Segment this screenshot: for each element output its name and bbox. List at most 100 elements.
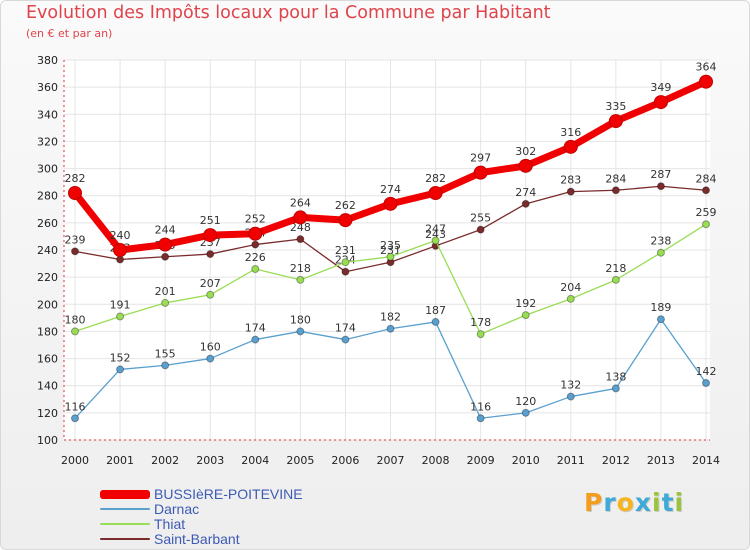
data-label-darnac: 174 <box>245 322 266 335</box>
data-label-bussi-re-poitevine: 244 <box>155 224 176 237</box>
data-point-saint-barbant <box>476 225 485 234</box>
y-tick-label: 180 <box>37 325 58 338</box>
legend-swatch <box>100 523 150 525</box>
data-point-saint-barbant <box>566 187 575 196</box>
data-point-bussi-re-poitevine <box>428 186 443 200</box>
data-label-darnac: 189 <box>650 301 671 314</box>
data-label-bussi-re-poitevine: 264 <box>290 196 311 209</box>
data-point-darnac <box>296 327 305 336</box>
data-label-saint-barbant: 283 <box>560 174 581 187</box>
data-label-darnac: 116 <box>65 400 86 413</box>
data-point-darnac <box>116 365 125 374</box>
legend-item-bussi-re-poitevine: BUSSIèRE-POITEVINE <box>100 486 303 502</box>
data-point-bussi-re-poitevine <box>113 243 128 257</box>
data-label-saint-barbant: 287 <box>650 168 671 181</box>
data-label-bussi-re-poitevine: 364 <box>696 61 717 74</box>
data-label-darnac: 120 <box>515 395 536 408</box>
data-point-saint-barbant <box>702 186 710 195</box>
data-label-thiat: 238 <box>650 235 671 248</box>
data-label-thiat: 180 <box>65 313 86 326</box>
data-label-bussi-re-poitevine: 297 <box>470 152 491 165</box>
data-label-thiat: 207 <box>200 277 221 290</box>
x-tick-label: 2014 <box>692 454 720 467</box>
data-point-thiat <box>296 275 305 284</box>
logo-letter: x <box>634 488 652 517</box>
data-point-bussi-re-poitevine <box>563 139 578 154</box>
data-point-thiat <box>206 290 215 299</box>
data-label-thiat: 259 <box>696 206 717 219</box>
data-label-saint-barbant: 248 <box>290 221 311 234</box>
data-point-bussi-re-poitevine <box>338 213 353 228</box>
logo-letter: i <box>652 488 662 517</box>
y-tick-label: 220 <box>37 271 58 284</box>
data-label-thiat: 235 <box>380 239 401 252</box>
y-tick-label: 300 <box>37 163 58 176</box>
data-label-darnac: 142 <box>696 365 717 378</box>
x-tick-label: 2009 <box>467 454 495 467</box>
y-tick-label: 260 <box>37 217 58 230</box>
data-label-darnac: 155 <box>155 347 176 360</box>
data-label-bussi-re-poitevine: 274 <box>380 183 401 196</box>
data-point-bussi-re-poitevine <box>383 196 398 211</box>
y-tick-label: 320 <box>37 135 58 148</box>
data-point-saint-barbant <box>611 186 620 195</box>
legend-swatch <box>100 508 150 510</box>
legend-item-saint-barbant: Saint-Barbant <box>100 531 240 547</box>
data-label-bussi-re-poitevine: 302 <box>515 145 536 158</box>
data-label-thiat: 247 <box>425 223 446 236</box>
data-label-darnac: 116 <box>470 400 491 413</box>
data-point-saint-barbant <box>656 182 665 191</box>
data-point-bussi-re-poitevine <box>653 95 668 110</box>
data-point-thiat <box>611 275 620 284</box>
y-tick-label: 120 <box>37 407 58 420</box>
proxiti-logo: Proxiti <box>584 488 684 517</box>
data-point-bussi-re-poitevine <box>203 228 218 243</box>
x-tick-label: 2011 <box>557 454 585 467</box>
data-label-thiat: 192 <box>515 297 536 310</box>
data-label-thiat: 178 <box>470 316 491 329</box>
data-label-darnac: 174 <box>335 322 356 335</box>
data-point-saint-barbant <box>71 247 79 256</box>
legend-label: BUSSIèRE-POITEVINE <box>154 486 303 502</box>
y-tick-label: 100 <box>37 434 58 447</box>
data-point-bussi-re-poitevine <box>293 210 308 225</box>
data-label-saint-barbant: 274 <box>515 186 536 199</box>
data-point-darnac <box>702 379 710 387</box>
data-point-bussi-re-poitevine <box>608 114 623 129</box>
data-label-bussi-re-poitevine: 349 <box>650 81 671 94</box>
x-tick-label: 2012 <box>602 454 630 467</box>
legend-swatch <box>100 489 150 499</box>
data-point-saint-barbant <box>296 235 305 244</box>
data-point-bussi-re-poitevine <box>158 237 173 252</box>
data-point-bussi-re-poitevine <box>248 226 263 241</box>
data-point-thiat <box>702 220 710 229</box>
data-point-bussi-re-poitevine <box>699 74 713 89</box>
y-tick-label: 240 <box>37 244 58 257</box>
data-point-darnac <box>431 317 440 326</box>
data-label-thiat: 204 <box>560 281 581 294</box>
data-label-saint-barbant: 231 <box>380 244 401 257</box>
data-point-bussi-re-poitevine <box>518 158 533 173</box>
data-point-thiat <box>71 327 79 336</box>
data-label-darnac: 132 <box>560 379 581 392</box>
legend-label: Saint-Barbant <box>154 531 240 547</box>
data-label-saint-barbant: 284 <box>605 172 626 185</box>
chart-subtitle: (en € et par an) <box>26 27 113 40</box>
data-label-darnac: 180 <box>290 313 311 326</box>
data-point-darnac <box>71 414 79 423</box>
chart-title: Evolution des Impôts locaux pour la Comm… <box>26 3 551 23</box>
x-tick-label: 2006 <box>331 454 359 467</box>
data-point-bussi-re-poitevine <box>68 186 82 200</box>
data-point-darnac <box>386 324 395 333</box>
y-tick-label: 340 <box>37 108 58 121</box>
data-label-darnac: 138 <box>605 370 626 383</box>
data-point-darnac <box>476 414 485 423</box>
data-point-thiat <box>656 248 665 257</box>
data-label-bussi-re-poitevine: 316 <box>560 126 581 139</box>
y-tick-label: 380 <box>37 54 58 67</box>
data-point-saint-barbant <box>251 240 260 249</box>
logo-letter: i <box>674 488 685 517</box>
logo-letter: r <box>603 488 617 517</box>
data-label-bussi-re-poitevine: 251 <box>200 214 221 227</box>
